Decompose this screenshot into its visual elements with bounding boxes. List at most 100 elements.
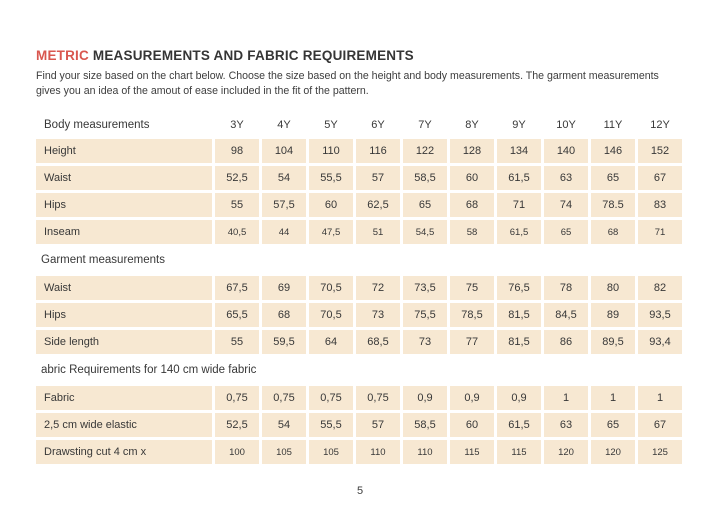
- value-cell: 105: [262, 440, 306, 464]
- size-column-header: 9Y: [512, 119, 526, 131]
- value-cell: 64: [309, 330, 353, 354]
- table-row: Side length 55 59,5 64 68,5 73 77 81,5 86 89,5 93,…: [36, 330, 682, 354]
- value-cell: 55: [215, 330, 259, 354]
- value-cell: 134: [497, 139, 541, 163]
- value-cell: 83: [638, 193, 682, 217]
- value-cell: 68,5: [356, 330, 400, 354]
- table-row: Hips 55 57,5 60 62,5 65 68 71 74 78.5 83: [36, 193, 682, 217]
- measurements-table-body: Body measurements 3Y 4Y 5Y 6Y 7Y 8Y 9Y 10Y 11Y 12Y…: [36, 114, 682, 464]
- value-cell: 65: [403, 193, 447, 217]
- size-column-header: 7Y: [418, 119, 432, 131]
- value-cell: 128: [450, 139, 494, 163]
- value-cell: 67: [638, 166, 682, 190]
- size-column-header: 3Y: [230, 119, 244, 131]
- value-cell: 58: [450, 220, 494, 244]
- value-cell: 73: [356, 303, 400, 327]
- value-cell: 55: [215, 193, 259, 217]
- value-cell: 110: [356, 440, 400, 464]
- value-cell: 60: [450, 413, 494, 437]
- value-cell: 65: [591, 166, 635, 190]
- size-column-header: 12Y: [650, 119, 670, 131]
- size-column-header: 5Y: [324, 119, 338, 131]
- value-cell: 125: [638, 440, 682, 464]
- value-cell: 81,5: [497, 303, 541, 327]
- section-header-row: abric Requirements for 140 cm wide fabri…: [36, 357, 682, 383]
- value-cell: 58,5: [403, 413, 447, 437]
- value-cell: 81,5: [497, 330, 541, 354]
- table-row: Waist 67,5 69 70,5 72 73,5 75 76,5 78 80 82: [36, 276, 682, 300]
- value-cell: 51: [356, 220, 400, 244]
- table-row: Height 98 104 110 116 122 128 134 140 146 152: [36, 139, 682, 163]
- value-cell: 71: [638, 220, 682, 244]
- value-cell: 75,5: [403, 303, 447, 327]
- value-cell: 100: [215, 440, 259, 464]
- size-column-header: 10Y: [556, 119, 576, 131]
- value-cell: 70,5: [309, 276, 353, 300]
- value-cell: 55,5: [309, 413, 353, 437]
- row-label: Waist: [36, 276, 212, 300]
- value-cell: 120: [591, 440, 635, 464]
- value-cell: 0,9: [497, 386, 541, 410]
- measurements-table: Body measurements 3Y 4Y 5Y 6Y 7Y 8Y 9Y 10Y 11Y 12Y…: [33, 111, 685, 467]
- value-cell: 73,5: [403, 276, 447, 300]
- value-cell: 58,5: [403, 166, 447, 190]
- size-column-header: 11Y: [603, 119, 623, 131]
- value-cell: 44: [262, 220, 306, 244]
- value-cell: 146: [591, 139, 635, 163]
- value-cell: 86: [544, 330, 588, 354]
- value-cell: 40,5: [215, 220, 259, 244]
- intro-text: Find your size based on the chart below.…: [36, 69, 682, 99]
- value-cell: 63: [544, 413, 588, 437]
- row-label: Side length: [36, 330, 212, 354]
- value-cell: 89,5: [591, 330, 635, 354]
- value-cell: 57: [356, 166, 400, 190]
- value-cell: 57,5: [262, 193, 306, 217]
- page-number: 5: [356, 485, 364, 497]
- section-header-label: Garment measurements: [41, 254, 165, 266]
- value-cell: 67,5: [215, 276, 259, 300]
- value-cell: 59,5: [262, 330, 306, 354]
- value-cell: 47,5: [309, 220, 353, 244]
- value-cell: 98: [215, 139, 259, 163]
- value-cell: 0,9: [403, 386, 447, 410]
- value-cell: 80: [591, 276, 635, 300]
- page-title-highlight: METRIC: [36, 48, 89, 63]
- section-header-label: abric Requirements for 140 cm wide fabri…: [41, 364, 257, 376]
- value-cell: 0,9: [450, 386, 494, 410]
- value-cell: 93,4: [638, 330, 682, 354]
- table-header-label: Body measurements: [44, 119, 150, 131]
- value-cell: 65,5: [215, 303, 259, 327]
- value-cell: 68: [450, 193, 494, 217]
- value-cell: 82: [638, 276, 682, 300]
- table-row: 2,5 cm wide elastic 52,5 54 55,5 57 58,5 60 61,…: [36, 413, 682, 437]
- value-cell: 74: [544, 193, 588, 217]
- table-row: Drawsting cut 4 cm x 100 105 105 110 110 115 11…: [36, 440, 682, 464]
- value-cell: 0,75: [215, 386, 259, 410]
- value-cell: 72: [356, 276, 400, 300]
- value-cell: 62,5: [356, 193, 400, 217]
- value-cell: 140: [544, 139, 588, 163]
- size-column-header: 4Y: [277, 119, 291, 131]
- row-label: Inseam: [36, 220, 212, 244]
- value-cell: 61,5: [497, 166, 541, 190]
- page-title-rest: MEASUREMENTS AND FABRIC REQUIREMENTS: [92, 48, 414, 63]
- value-cell: 60: [309, 193, 353, 217]
- size-column-header: 6Y: [371, 119, 385, 131]
- value-cell: 152: [638, 139, 682, 163]
- value-cell: 55,5: [309, 166, 353, 190]
- value-cell: 77: [450, 330, 494, 354]
- row-label: 2,5 cm wide elastic: [36, 413, 212, 437]
- value-cell: 105: [309, 440, 353, 464]
- value-cell: 54,5: [403, 220, 447, 244]
- row-label: Hips: [36, 193, 212, 217]
- value-cell: 0,75: [356, 386, 400, 410]
- value-cell: 54: [262, 166, 306, 190]
- value-cell: 71: [497, 193, 541, 217]
- value-cell: 61,5: [497, 220, 541, 244]
- value-cell: 57: [356, 413, 400, 437]
- value-cell: 63: [544, 166, 588, 190]
- value-cell: 120: [544, 440, 588, 464]
- value-cell: 84,5: [544, 303, 588, 327]
- value-cell: 65: [544, 220, 588, 244]
- value-cell: 78,5: [450, 303, 494, 327]
